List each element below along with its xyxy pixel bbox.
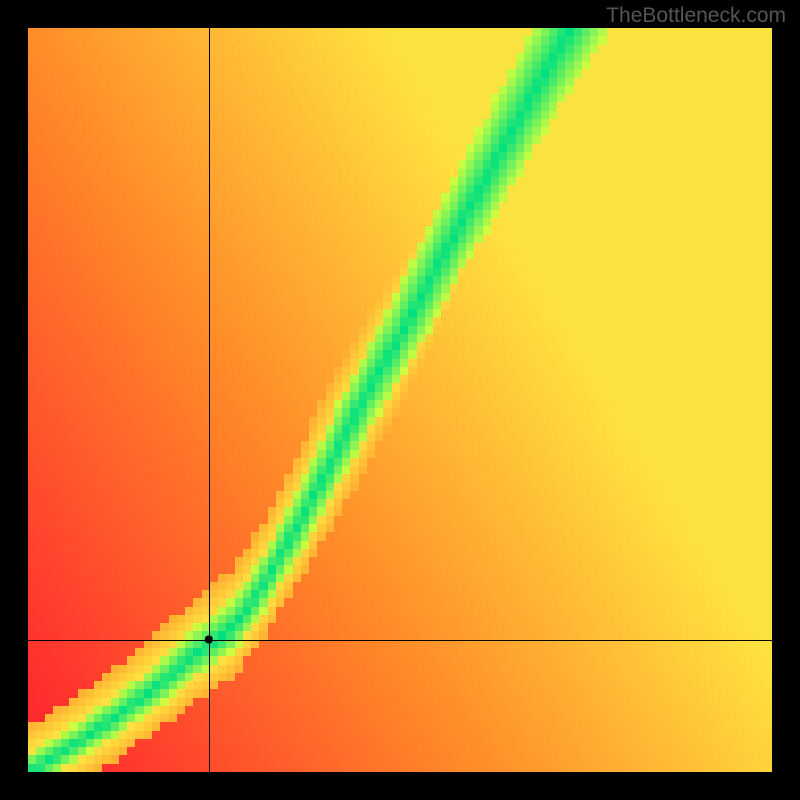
heatmap-canvas	[28, 28, 772, 772]
watermark-text: TheBottleneck.com	[606, 4, 786, 28]
plot-area	[28, 28, 772, 772]
